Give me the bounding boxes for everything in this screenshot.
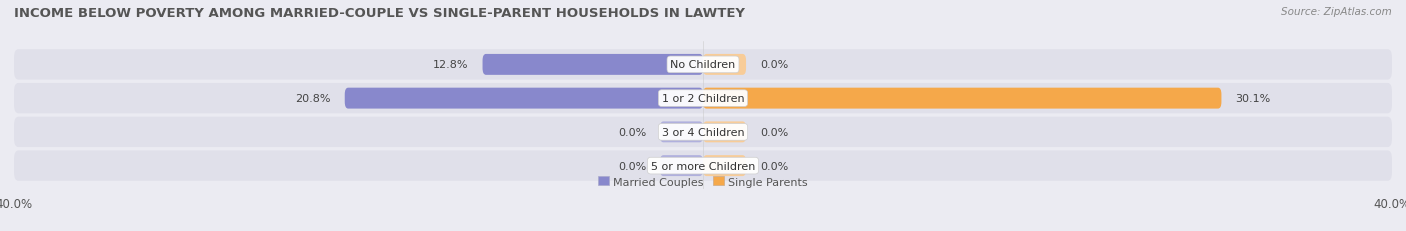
Text: 5 or more Children: 5 or more Children: [651, 161, 755, 171]
FancyBboxPatch shape: [14, 117, 1392, 147]
FancyBboxPatch shape: [344, 88, 703, 109]
FancyBboxPatch shape: [14, 151, 1392, 181]
FancyBboxPatch shape: [703, 88, 1222, 109]
FancyBboxPatch shape: [703, 122, 747, 143]
FancyBboxPatch shape: [703, 155, 747, 176]
Text: 0.0%: 0.0%: [759, 127, 789, 137]
FancyBboxPatch shape: [14, 50, 1392, 80]
Text: 0.0%: 0.0%: [617, 127, 647, 137]
Text: No Children: No Children: [671, 60, 735, 70]
Text: 0.0%: 0.0%: [759, 60, 789, 70]
FancyBboxPatch shape: [659, 155, 703, 176]
Text: 3 or 4 Children: 3 or 4 Children: [662, 127, 744, 137]
Text: Source: ZipAtlas.com: Source: ZipAtlas.com: [1281, 7, 1392, 17]
Text: 0.0%: 0.0%: [759, 161, 789, 171]
FancyBboxPatch shape: [703, 55, 747, 76]
Text: 1 or 2 Children: 1 or 2 Children: [662, 94, 744, 104]
Text: INCOME BELOW POVERTY AMONG MARRIED-COUPLE VS SINGLE-PARENT HOUSEHOLDS IN LAWTEY: INCOME BELOW POVERTY AMONG MARRIED-COUPL…: [14, 7, 745, 20]
FancyBboxPatch shape: [482, 55, 703, 76]
Text: 30.1%: 30.1%: [1236, 94, 1271, 104]
Legend: Married Couples, Single Parents: Married Couples, Single Parents: [593, 172, 813, 191]
Text: 20.8%: 20.8%: [295, 94, 330, 104]
FancyBboxPatch shape: [14, 84, 1392, 114]
FancyBboxPatch shape: [659, 122, 703, 143]
Text: 12.8%: 12.8%: [433, 60, 468, 70]
Text: 0.0%: 0.0%: [617, 161, 647, 171]
